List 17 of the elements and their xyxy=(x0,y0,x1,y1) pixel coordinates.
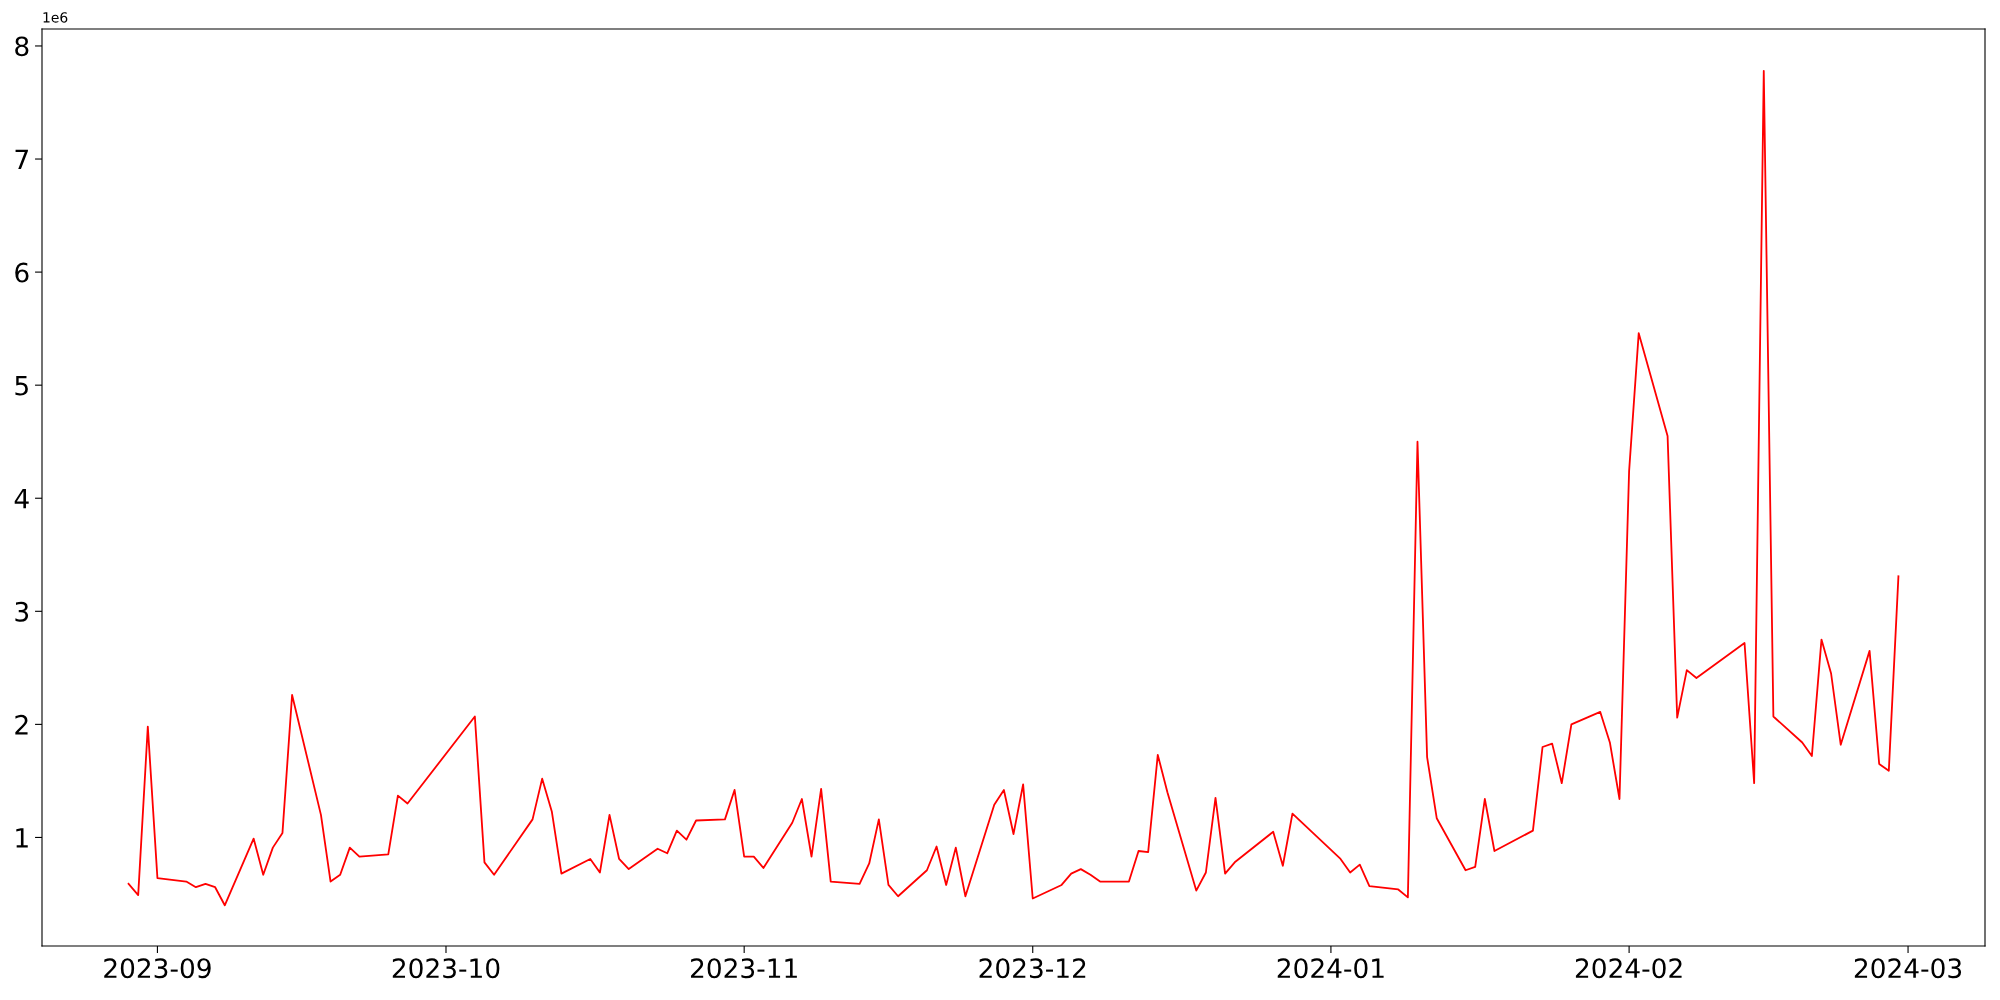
y-tick-label: 1 xyxy=(16,828,28,848)
x-tick-label: 2023-10 xyxy=(392,958,500,979)
x-tick-label: 2024-02 xyxy=(1575,958,1682,979)
y-tick-label: 5 xyxy=(15,375,28,396)
x-tick-label: 2023-12 xyxy=(979,958,1086,979)
text: 1e6 xyxy=(43,12,68,23)
line-series xyxy=(127,69,1900,907)
y-tick-label: 2 xyxy=(15,714,28,735)
x-tick-label: 2023-11 xyxy=(690,958,797,979)
y-tick-label: 6 xyxy=(15,262,29,283)
x-tick-label: 2024-03 xyxy=(1854,958,1962,979)
y-tick-label: 8 xyxy=(15,36,29,57)
x-tick-label: 2023-09 xyxy=(104,958,211,979)
y-tick-label: 4 xyxy=(14,489,29,509)
x-tick-label: 2024-01 xyxy=(1277,958,1384,979)
y-tick-label: 7 xyxy=(15,149,28,170)
y-tick-label: 3 xyxy=(15,601,29,622)
